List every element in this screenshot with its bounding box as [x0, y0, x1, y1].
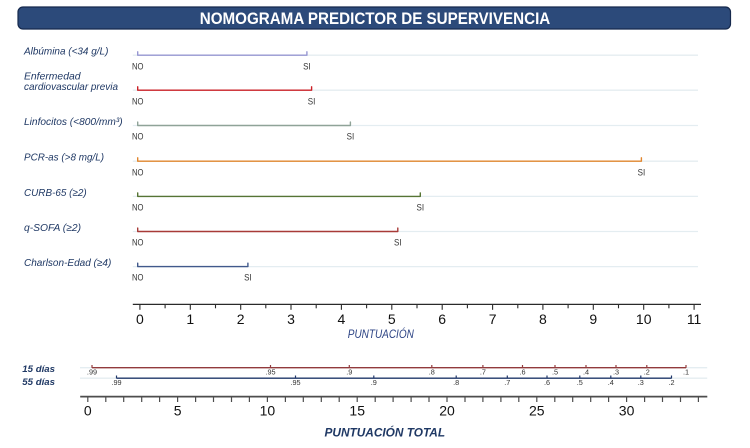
svg-text:SI: SI	[308, 96, 316, 106]
svg-text:25: 25	[529, 403, 545, 419]
svg-text:.4: .4	[583, 368, 589, 377]
svg-text:11: 11	[687, 311, 702, 327]
svg-text:.95: .95	[265, 368, 275, 377]
svg-text:55 días: 55 días	[22, 376, 55, 387]
svg-text:.9: .9	[346, 368, 352, 377]
svg-text:6: 6	[438, 311, 446, 327]
svg-text:.99: .99	[87, 368, 97, 377]
svg-text:.1: .1	[683, 368, 689, 377]
svg-text:NO: NO	[132, 61, 144, 71]
svg-text:0: 0	[136, 311, 144, 327]
svg-text:.8: .8	[453, 378, 459, 387]
svg-text:.6: .6	[519, 368, 525, 377]
svg-text:.6: .6	[544, 378, 550, 387]
svg-text:.2: .2	[668, 378, 674, 387]
svg-text:SI: SI	[394, 238, 402, 248]
svg-text:.3: .3	[638, 378, 644, 387]
svg-text:PUNTUACIÓN: PUNTUACIÓN	[348, 328, 414, 341]
svg-text:SI: SI	[303, 61, 311, 71]
svg-text:SI: SI	[244, 273, 252, 283]
svg-text:4: 4	[338, 311, 346, 327]
svg-text:30: 30	[619, 403, 635, 419]
svg-text:cardiovascular previa: cardiovascular previa	[24, 81, 118, 93]
svg-text:CURB-65 (≥2): CURB-65 (≥2)	[24, 187, 87, 199]
svg-text:7: 7	[489, 311, 497, 327]
svg-text:Linfocitos (<800/mm³): Linfocitos (<800/mm³)	[24, 116, 123, 128]
svg-text:8: 8	[539, 311, 547, 327]
svg-text:.95: .95	[290, 378, 300, 387]
svg-text:.4: .4	[608, 378, 614, 387]
svg-text:.7: .7	[504, 378, 510, 387]
svg-text:10: 10	[260, 403, 276, 419]
svg-text:.5: .5	[552, 368, 558, 377]
svg-text:PCR-as (>8 mg/L): PCR-as (>8 mg/L)	[24, 152, 104, 164]
svg-text:Albúmina (<34 g/L): Albúmina (<34 g/L)	[23, 46, 108, 58]
svg-text:NO: NO	[132, 203, 144, 213]
svg-text:NOMOGRAMA PREDICTOR DE SUPERVI: NOMOGRAMA PREDICTOR DE SUPERVIVENCIA	[200, 9, 551, 28]
svg-text:PUNTUACIÓN TOTAL: PUNTUACIÓN TOTAL	[325, 426, 446, 440]
svg-text:3: 3	[287, 311, 295, 327]
svg-text:NO: NO	[132, 238, 144, 248]
svg-text:NO: NO	[132, 273, 144, 283]
svg-text:.2: .2	[644, 368, 650, 377]
svg-text:10: 10	[636, 311, 652, 327]
svg-text:Enfermedad: Enfermedad	[24, 70, 82, 82]
svg-text:SI: SI	[638, 167, 646, 177]
svg-text:.99: .99	[111, 378, 121, 387]
svg-text:9: 9	[589, 311, 597, 327]
svg-text:0: 0	[84, 403, 92, 419]
svg-text:5: 5	[174, 403, 182, 419]
svg-text:2: 2	[237, 311, 245, 327]
svg-text:15: 15	[349, 403, 365, 419]
svg-text:NO: NO	[132, 96, 144, 106]
svg-text:SI: SI	[417, 203, 425, 213]
svg-text:NO: NO	[132, 132, 144, 142]
svg-text:q-SOFA (≥2): q-SOFA (≥2)	[24, 222, 81, 234]
svg-text:.7: .7	[480, 368, 486, 377]
svg-text:.8: .8	[429, 368, 435, 377]
svg-text:20: 20	[439, 403, 455, 419]
svg-text:.3: .3	[613, 368, 619, 377]
svg-text:Charlson-Edad (≥4): Charlson-Edad (≥4)	[24, 257, 111, 269]
svg-text:15 días: 15 días	[22, 363, 55, 374]
svg-text:NO: NO	[132, 167, 144, 177]
svg-text:5: 5	[388, 311, 396, 327]
svg-text:.5: .5	[577, 378, 583, 387]
svg-text:.9: .9	[371, 378, 377, 387]
svg-text:SI: SI	[347, 132, 355, 142]
svg-text:1: 1	[186, 311, 194, 327]
